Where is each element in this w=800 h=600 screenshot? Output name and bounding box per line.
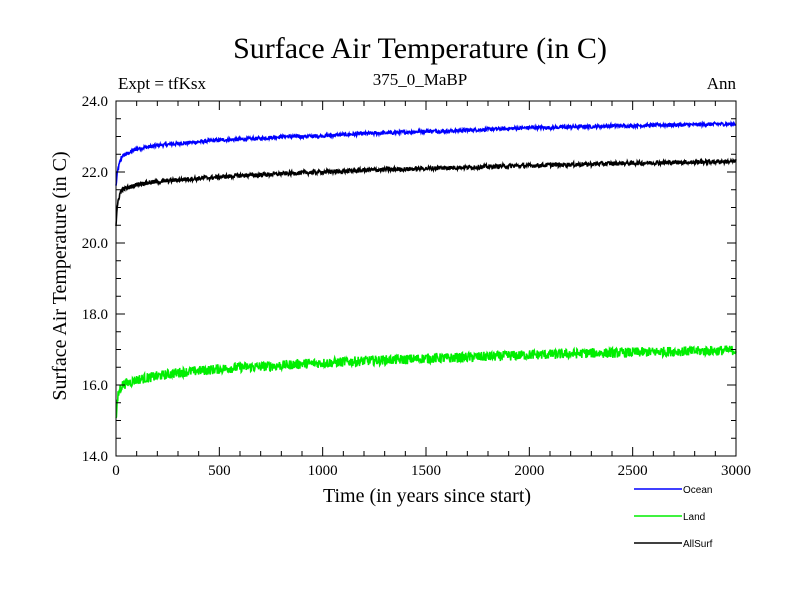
y-tick-label: 24.0: [82, 94, 108, 110]
x-tick-label: 500: [208, 463, 231, 479]
legend-label-allsurf: AllSurf: [683, 539, 713, 550]
legend-label-land: Land: [683, 512, 705, 523]
x-tick-label: 0: [112, 463, 120, 479]
period-label: 375_0_MaBP: [373, 70, 467, 89]
plot-area: [115, 120, 737, 419]
series-line-allsurf: [115, 157, 737, 227]
x-tick-label: 2000: [514, 463, 544, 479]
legend-label-ocean: Ocean: [683, 485, 712, 496]
y-tick-label: 18.0: [82, 307, 108, 323]
y-tick-label: 22.0: [82, 165, 108, 181]
x-tick-label: 2500: [618, 463, 648, 479]
x-tick-label: 3000: [721, 463, 751, 479]
axis-ticks: 0 500 1000 1500 2000 2500 3000 14.0 16.0 18.0 20.0…: [82, 94, 751, 479]
series-line-ocean: [115, 120, 737, 186]
y-tick-label: 14.0: [82, 449, 108, 465]
legend: Ocean Land AllSurf: [634, 485, 713, 550]
series-line-land: [115, 345, 737, 419]
chart-title: Surface Air Temperature (in C): [233, 32, 607, 65]
x-tick-label: 1500: [411, 463, 441, 479]
plot-frame: [115, 100, 737, 457]
x-tick-label: 1000: [308, 463, 338, 479]
y-axis-label: Surface Air Temperature (in C): [49, 151, 71, 400]
y-tick-label: 20.0: [82, 236, 108, 252]
season-label: Ann: [707, 74, 737, 93]
experiment-label: Expt = tfKsx: [118, 74, 206, 93]
x-axis-label: Time (in years since start): [323, 485, 531, 507]
y-tick-label: 16.0: [82, 378, 108, 394]
